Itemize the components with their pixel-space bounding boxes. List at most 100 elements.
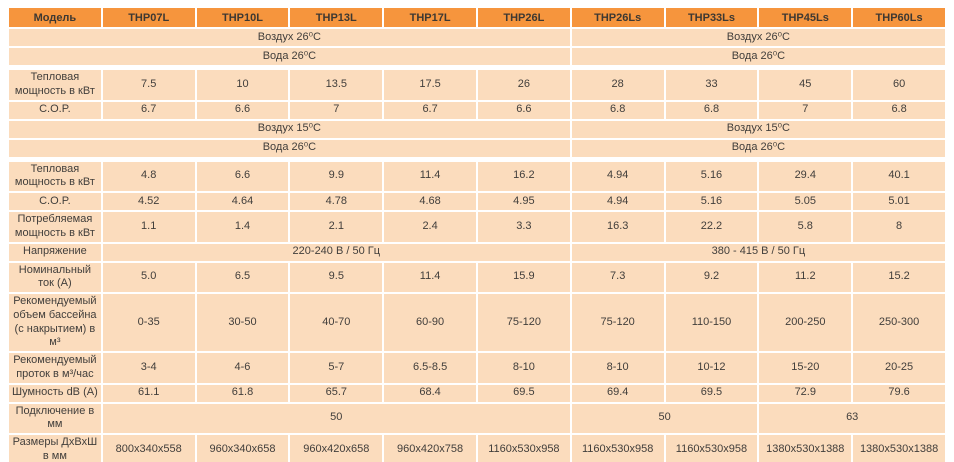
value-cell: 28 (571, 67, 664, 100)
value-cell: 69.4 (571, 384, 664, 402)
value-cell: 960x420x758 (384, 435, 476, 462)
row-connection-size: Подключение в мм 50 50 63 (9, 403, 945, 433)
value-cell: 7.5 (102, 67, 195, 100)
value-cell: 30-50 (196, 294, 289, 351)
value-cell: 60 (853, 67, 945, 100)
value-cell: 3-4 (102, 353, 195, 383)
value-cell: 4.52 (102, 193, 195, 210)
condition-cell: Воздух 15⁰C (9, 120, 570, 138)
value-cell: 75-120 (571, 294, 664, 351)
row-label: Номинальный ток (А) (9, 262, 101, 292)
value-cell: 6.8 (853, 101, 945, 119)
value-cell: 4.94 (571, 158, 664, 191)
row-label: Потребляемая мощность в кВт (9, 212, 101, 242)
value-cell: 4.94 (571, 193, 664, 210)
row-heat-output-15: Тепловая мощность в кВт 4.8 6.6 9.9 11.4… (9, 158, 945, 191)
value-cell: 40.1 (853, 158, 945, 191)
value-cell: 1.4 (196, 212, 289, 242)
column-header-thp33ls: THP33Ls (665, 8, 758, 27)
row-label: Напряжение (9, 243, 101, 261)
condition-cell: Вода 26⁰C (9, 139, 570, 157)
row-label: Рекомендуемый проток в м³/час (9, 353, 101, 383)
value-cell: 6.5-8.5 (384, 353, 476, 383)
value-cell: 8-10 (571, 353, 664, 383)
value-cell: 10-12 (665, 353, 758, 383)
value-cell: 6.6 (477, 101, 570, 119)
row-label: Размеры ДхВхШ в мм (9, 435, 101, 462)
condition-row-water-26b: Вода 26⁰C Вода 26⁰C (9, 139, 945, 157)
condition-cell: Воздух 26⁰C (571, 29, 945, 46)
row-cop-26: C.O.P. 6.7 6.6 7 6.7 6.6 6.8 6.8 7 6.8 (9, 101, 945, 119)
value-cell: 4.8 (102, 158, 195, 191)
row-label: C.O.P. (9, 193, 101, 210)
row-label: Тепловая мощность в кВт (9, 158, 101, 191)
row-cop-15: C.O.P. 4.52 4.64 4.78 4.68 4.95 4.94 5.1… (9, 193, 945, 210)
value-cell: 200-250 (759, 294, 852, 351)
value-cell: 15-20 (759, 353, 852, 383)
value-cell: 250-300 (853, 294, 945, 351)
value-cell: 1.1 (102, 212, 195, 242)
row-label: Подключение в мм (9, 403, 101, 433)
value-cell: 960x340x658 (196, 435, 289, 462)
column-header-thp07l: THP07L (102, 8, 195, 27)
value-cell-merged: 50 (571, 403, 758, 433)
value-cell: 16.2 (477, 158, 570, 191)
value-cell: 5.8 (759, 212, 852, 242)
column-header-thp60ls: THP60Ls (853, 8, 945, 27)
value-cell-merged: 380 - 415 В / 50 Гц (571, 243, 945, 261)
value-cell: 6.6 (196, 158, 289, 191)
value-cell: 6.7 (102, 101, 195, 119)
value-cell: 61.1 (102, 384, 195, 402)
value-cell: 4.68 (384, 193, 476, 210)
row-noise-level: Шумность dB (A) 61.1 61.8 65.7 68.4 69.5… (9, 384, 945, 402)
column-header-thp26l: THP26L (477, 8, 570, 27)
column-header-thp13l: THP13L (290, 8, 383, 27)
value-cell: 8 (853, 212, 945, 242)
value-cell: 75-120 (477, 294, 570, 351)
value-cell: 65.7 (290, 384, 383, 402)
value-cell: 960x420x658 (290, 435, 383, 462)
value-cell: 40-70 (290, 294, 383, 351)
row-dimensions: Размеры ДхВхШ в мм 800x340x558 960x340x6… (9, 435, 945, 462)
value-cell: 79.6 (853, 384, 945, 402)
value-cell: 33 (665, 67, 758, 100)
value-cell: 11.4 (384, 158, 476, 191)
value-cell: 7 (759, 101, 852, 119)
row-label: Шумность dB (A) (9, 384, 101, 402)
value-cell: 7 (290, 101, 383, 119)
value-cell-merged: 220-240 В / 50 Гц (102, 243, 570, 261)
value-cell: 9.5 (290, 262, 383, 292)
value-cell: 9.2 (665, 262, 758, 292)
column-header-model: Модель (9, 8, 101, 27)
condition-cell: Воздух 26⁰C (9, 29, 570, 46)
value-cell: 26 (477, 67, 570, 100)
value-cell: 29.4 (759, 158, 852, 191)
value-cell: 60-90 (384, 294, 476, 351)
column-header-thp10l: THP10L (196, 8, 289, 27)
value-cell: 1160x530x958 (477, 435, 570, 462)
value-cell: 68.4 (384, 384, 476, 402)
value-cell: 4-6 (196, 353, 289, 383)
condition-row-air-26: Воздух 26⁰C Воздух 26⁰C (9, 29, 945, 46)
value-cell: 13.5 (290, 67, 383, 100)
column-header-thp45ls: THP45Ls (759, 8, 852, 27)
value-cell: 72.9 (759, 384, 852, 402)
value-cell: 8-10 (477, 353, 570, 383)
value-cell: 4.95 (477, 193, 570, 210)
value-cell: 22.2 (665, 212, 758, 242)
value-cell: 800x340x558 (102, 435, 195, 462)
value-cell: 2.1 (290, 212, 383, 242)
value-cell: 6.5 (196, 262, 289, 292)
condition-cell: Воздух 15⁰C (571, 120, 945, 138)
row-power-consumption: Потребляемая мощность в кВт 1.1 1.4 2.1 … (9, 212, 945, 242)
value-cell: 15.9 (477, 262, 570, 292)
row-heat-output-26: Тепловая мощность в кВт 7.5 10 13.5 17.5… (9, 67, 945, 100)
value-cell: 6.7 (384, 101, 476, 119)
row-label: Тепловая мощность в кВт (9, 67, 101, 100)
condition-row-air-15: Воздух 15⁰C Воздух 15⁰C (9, 120, 945, 138)
condition-row-water-26: Вода 26⁰C Вода 26⁰C (9, 48, 945, 65)
value-cell: 11.4 (384, 262, 476, 292)
value-cell-merged: 50 (102, 403, 570, 433)
value-cell: 110-150 (665, 294, 758, 351)
